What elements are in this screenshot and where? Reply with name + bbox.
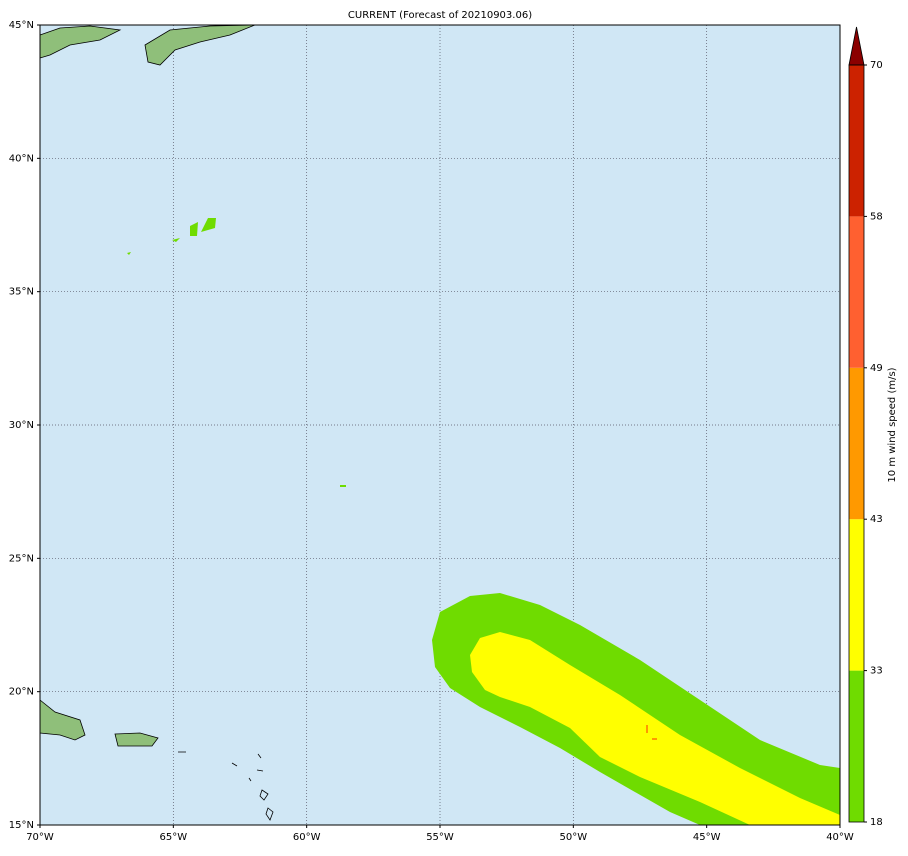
land — [39, 699, 86, 741]
colorbar-tick-label: 33 — [870, 666, 883, 677]
colorbar-tick-label: 18 — [870, 817, 883, 828]
colorbar-label: 10 m wind speed (m/s) — [887, 367, 898, 482]
y-tick-label: 15°N — [9, 820, 34, 831]
island — [178, 751, 274, 821]
y-tick-label: 40°N — [9, 153, 34, 164]
wind-area — [646, 725, 657, 740]
y-tick-label: 20°N — [9, 687, 34, 698]
y-tick-label: 45°N — [9, 20, 34, 31]
y-tick-label: 25°N — [9, 553, 34, 564]
x-tick-label: 45°W — [693, 832, 721, 843]
colorbar-segment — [849, 216, 864, 368]
x-tick-label: 55°W — [426, 832, 454, 843]
colorbar-segment — [849, 519, 864, 671]
y-tick-label: 35°N — [9, 287, 34, 298]
land — [39, 25, 122, 59]
land — [114, 732, 159, 747]
colorbar-segment — [849, 367, 864, 520]
land — [144, 24, 256, 66]
colorbar-tick-label: 43 — [870, 514, 883, 525]
colorbar-tick-label: 70 — [870, 60, 883, 71]
x-tick-label: 65°W — [160, 832, 188, 843]
wind-area — [470, 632, 840, 825]
y-tick-label: 30°N — [9, 420, 34, 431]
x-tick-label: 50°W — [560, 832, 588, 843]
colorbar: 18 33 43 49 58 70 — [848, 26, 883, 828]
colorbar-segment — [849, 65, 864, 217]
x-tick-label: 70°W — [26, 832, 54, 843]
colorbar-segment — [849, 670, 864, 822]
x-tick-label: 40°W — [826, 832, 854, 843]
colorbar-tick-label: 49 — [870, 363, 883, 374]
colorbar-tick-label: 58 — [870, 211, 883, 222]
chart-title: CURRENT (Forecast of 20210903.06) — [348, 10, 532, 21]
x-tick-label: 60°W — [293, 832, 321, 843]
colorbar-frame — [848, 64, 865, 823]
colorbar-extend — [848, 26, 865, 66]
